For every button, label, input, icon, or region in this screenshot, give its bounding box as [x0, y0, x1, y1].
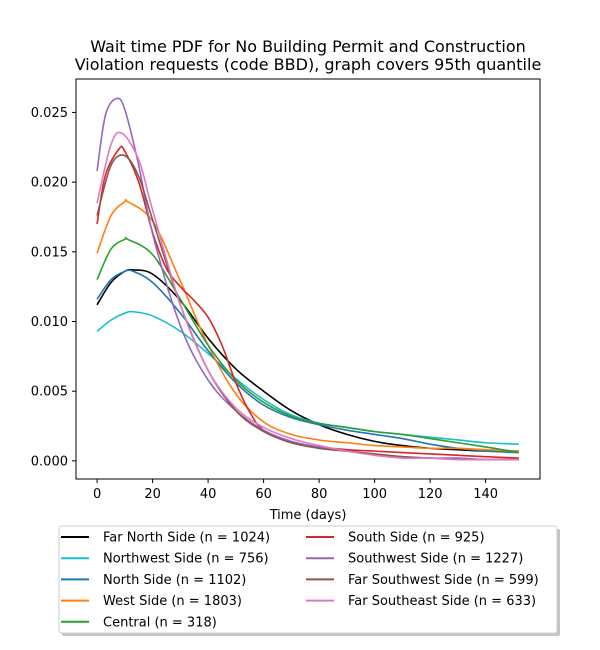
- legend-label: Central (n = 318): [103, 615, 217, 630]
- series-line-7: [96, 154, 519, 461]
- legend-label: Far Southwest Side (n = 599): [348, 573, 539, 588]
- series-line-8: [96, 131, 519, 461]
- x-tick-label: 0: [93, 487, 101, 502]
- legend-label: South Side (n = 925): [348, 531, 485, 546]
- x-tick-label: 80: [311, 487, 328, 502]
- series-lines: [96, 97, 520, 461]
- x-tick-label: 60: [255, 487, 272, 502]
- legend-label: North Side (n = 1102): [103, 573, 246, 588]
- chart-title-line-1: Wait time PDF for No Building Permit and…: [90, 37, 526, 56]
- x-axis-label: Time (days): [269, 508, 347, 523]
- x-tick-label: 120: [418, 487, 443, 502]
- x-tick-label: 40: [200, 487, 217, 502]
- chart-title-line-2: Violation requests (code BBD), graph cov…: [75, 55, 542, 74]
- y-tick-label: 0.005: [31, 385, 68, 400]
- y-tick-label: 0.000: [31, 454, 68, 469]
- legend: Far North Side (n = 1024) Northwest Side …: [58, 525, 560, 636]
- series-line-5: [96, 145, 519, 459]
- x-tick-label: 20: [144, 487, 161, 502]
- series-line-6: [96, 97, 519, 461]
- x-tick-label: 140: [473, 487, 498, 502]
- y-tick-label: 0.025: [31, 106, 68, 121]
- legend-label: Southwest Side (n = 1227): [348, 552, 523, 567]
- series-line-0: [96, 268, 519, 453]
- legend-label: West Side (n = 1803): [103, 594, 242, 609]
- series-line-2: [96, 269, 519, 454]
- plot-area-frame: [75, 78, 541, 480]
- legend-label: Northwest Side (n = 756): [103, 552, 269, 567]
- series-line-3: [96, 198, 519, 452]
- legend-label: Far North Side (n = 1024): [103, 531, 270, 546]
- series-line-1: [96, 310, 519, 445]
- series-line-4: [96, 236, 520, 454]
- axis-ticks: 0 20 40 60 80 100 120 140 0.000 0.005 0.010 0.015 0.…: [31, 106, 498, 502]
- x-tick-label: 100: [362, 487, 387, 502]
- y-tick-label: 0.015: [31, 245, 68, 260]
- y-tick-label: 0.010: [31, 315, 68, 330]
- legend-label: Far Southeast Side (n = 633): [348, 594, 536, 609]
- y-tick-label: 0.020: [31, 176, 68, 191]
